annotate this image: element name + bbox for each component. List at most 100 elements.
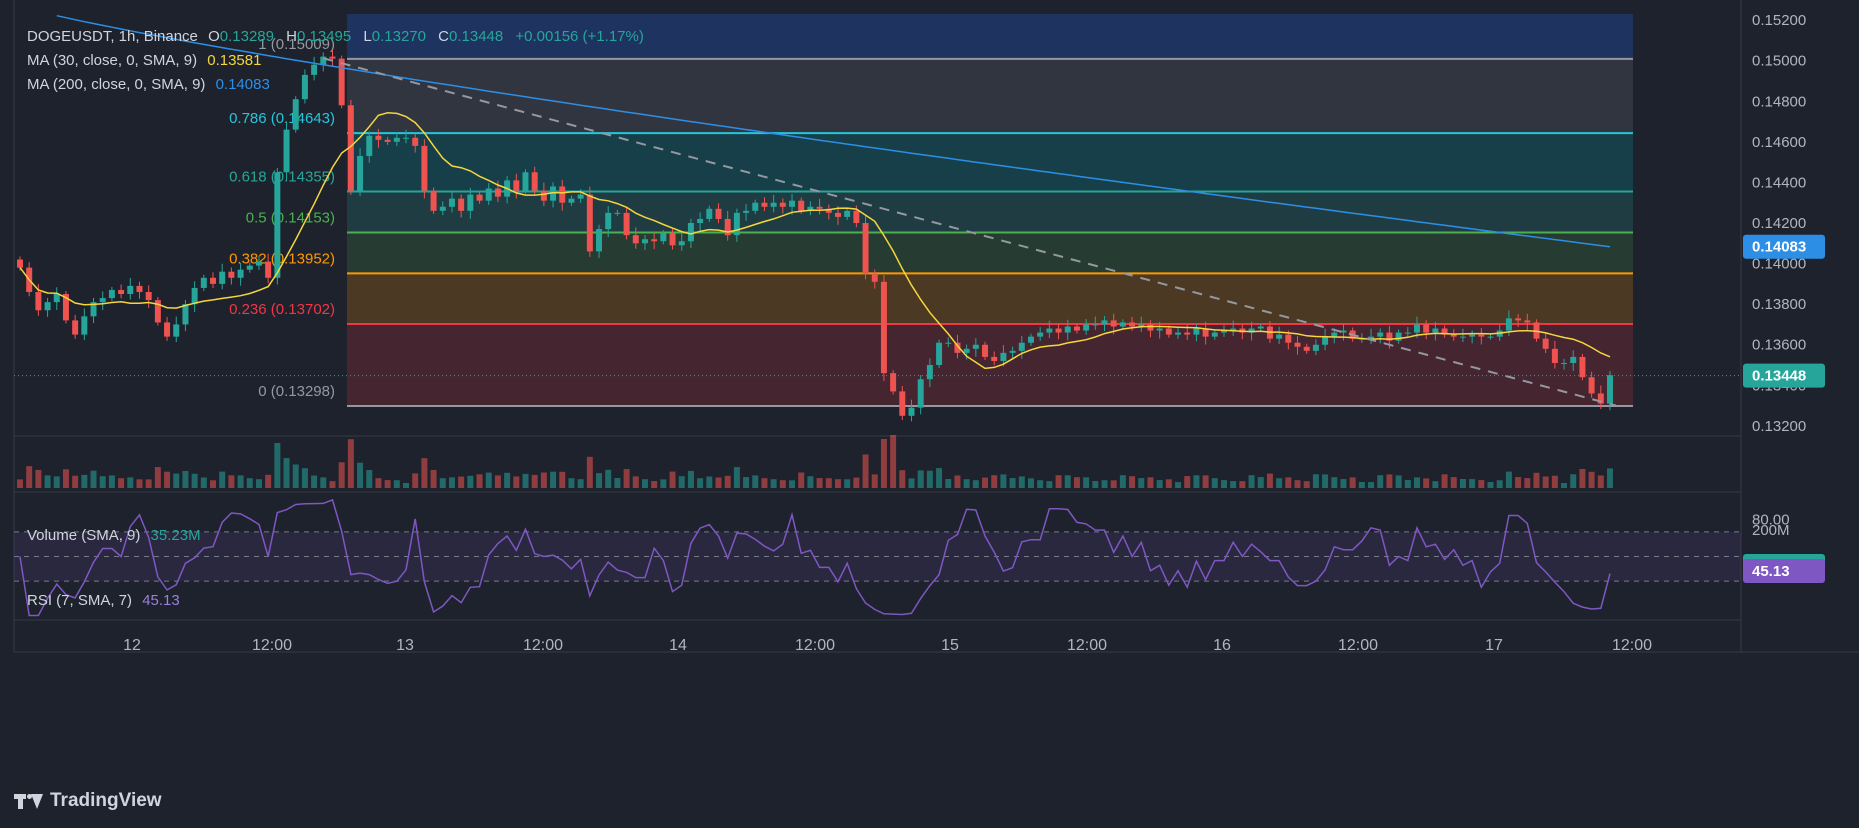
volume-bar xyxy=(660,479,667,488)
volume-bar xyxy=(1478,480,1485,488)
candle xyxy=(384,139,391,142)
volume-bar xyxy=(1505,471,1512,488)
fib-zone-2 xyxy=(347,191,1633,233)
volume-bar xyxy=(1404,480,1411,488)
candle xyxy=(274,172,281,278)
volume-bar xyxy=(632,476,639,488)
volume-bar xyxy=(550,471,557,488)
volume-bar xyxy=(393,480,400,488)
volume-bar xyxy=(118,478,125,488)
candle xyxy=(403,137,409,139)
volume-bar xyxy=(1487,482,1494,488)
volume-bar xyxy=(1515,477,1522,488)
candle xyxy=(1175,332,1182,335)
candle xyxy=(53,294,60,303)
volume-bar xyxy=(1064,475,1071,488)
volume-bar xyxy=(347,439,354,488)
volume-bar xyxy=(154,467,161,488)
candle xyxy=(1597,393,1604,404)
volume-bar xyxy=(228,475,235,488)
fib-level-label-0: 1 (0.15009) xyxy=(258,36,335,53)
volume-bar xyxy=(834,479,841,488)
price-tick-label: 0.13800 xyxy=(1752,296,1806,313)
volume-bar xyxy=(605,469,612,488)
candle xyxy=(1248,328,1255,333)
candle xyxy=(1395,332,1402,341)
rsi-axis-label: 80.00 xyxy=(1752,512,1790,529)
candle xyxy=(550,186,557,201)
candle xyxy=(35,291,42,311)
candle xyxy=(1322,336,1329,345)
tradingview-brand[interactable]: TradingView xyxy=(14,790,162,812)
candle xyxy=(476,194,483,201)
volume-bar xyxy=(1138,478,1145,488)
volume-bar xyxy=(1230,481,1237,488)
fib-level-label-1: 0.786 (0.14643) xyxy=(229,110,335,127)
candle xyxy=(90,302,97,317)
candle xyxy=(182,304,189,325)
candle xyxy=(715,208,722,219)
volume-bar xyxy=(1221,480,1227,488)
candle xyxy=(1230,328,1237,331)
brand-name: TradingView xyxy=(50,790,162,811)
volume-bar xyxy=(1211,478,1218,488)
candle xyxy=(421,145,428,191)
volume-bar xyxy=(926,470,933,488)
rsi-badge: 45.13 xyxy=(1752,563,1790,580)
candle xyxy=(1092,324,1099,326)
candle xyxy=(1487,336,1494,338)
time-axis-label: 12:00 xyxy=(1338,637,1378,654)
candle xyxy=(678,241,685,246)
candle xyxy=(1432,328,1439,333)
tradingview-logo-icon xyxy=(14,791,44,811)
candle xyxy=(81,316,88,335)
volume-bar xyxy=(1101,480,1108,488)
candle xyxy=(880,281,887,374)
volume-bar xyxy=(1285,477,1292,488)
candle xyxy=(1285,334,1292,343)
candle xyxy=(1505,318,1512,331)
candle xyxy=(467,194,474,211)
volume-bar xyxy=(1496,480,1503,488)
volume-bar xyxy=(1294,480,1301,488)
volume-bar xyxy=(669,471,676,488)
candle xyxy=(761,202,768,207)
volume-bar xyxy=(513,476,520,488)
volume-bar xyxy=(1009,478,1016,488)
candle xyxy=(448,198,455,207)
price-tick-label: 0.13200 xyxy=(1752,418,1806,435)
volume-bar xyxy=(945,479,952,488)
candle xyxy=(1570,356,1577,364)
volume-bar xyxy=(1349,477,1356,488)
volume-bar xyxy=(1092,481,1099,488)
volume-bar xyxy=(963,479,970,488)
time-axis-label: 12:00 xyxy=(1612,637,1652,654)
volume-bar xyxy=(972,480,979,488)
candle xyxy=(246,265,253,270)
candle xyxy=(1156,328,1163,331)
candle xyxy=(173,324,180,337)
fib-level-label-3: 0.5 (0.14153) xyxy=(246,210,335,227)
candle xyxy=(1046,328,1053,333)
volume-bar xyxy=(476,474,483,488)
candle xyxy=(1119,322,1126,327)
volume-bar xyxy=(265,474,272,488)
volume-bar xyxy=(733,467,740,488)
candle xyxy=(807,206,814,211)
price-tick-label: 0.14200 xyxy=(1752,215,1806,232)
volume-bar xyxy=(237,475,244,488)
volume-bar xyxy=(1083,477,1090,488)
volume-bar xyxy=(1119,475,1126,488)
volume-bar xyxy=(880,439,887,488)
volume-bar xyxy=(136,479,143,488)
volume-bar xyxy=(1303,481,1310,488)
candle xyxy=(632,235,639,244)
volume-bar xyxy=(1193,475,1200,488)
fib-zone-3 xyxy=(347,232,1633,274)
volume-bar xyxy=(1607,468,1613,488)
ma30-legend: MA (30, close, 0, SMA, 9) 0.13581 xyxy=(27,52,267,69)
volume-bar xyxy=(448,477,455,488)
volume-bar xyxy=(494,475,501,488)
volume-bar xyxy=(1597,475,1604,488)
